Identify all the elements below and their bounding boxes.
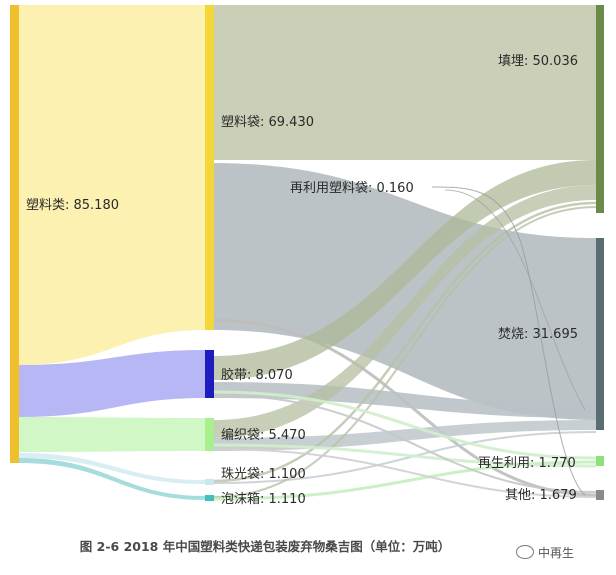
node-label-plastics: 塑料类: 85.180 bbox=[26, 198, 119, 213]
node-bar-tape bbox=[205, 350, 214, 398]
node-bar-incinerate bbox=[596, 238, 604, 430]
node-bar-woven bbox=[205, 418, 214, 451]
node-label-landfill: 填埋: 50.036 bbox=[498, 54, 578, 69]
node-bar-landfill bbox=[596, 5, 604, 213]
watermark: 中再生 bbox=[516, 544, 574, 561]
flow-plastics-to-tape bbox=[19, 350, 205, 417]
flow-foam-to-landfill bbox=[213, 206, 597, 498]
flow-woven-to-landfill bbox=[214, 185, 596, 438]
node-label-pearl: 珠光袋: 1.100 bbox=[221, 467, 306, 482]
flow-plastics-to-bags bbox=[19, 5, 205, 365]
node-bar-bags bbox=[205, 5, 214, 330]
flow-tape-to-other bbox=[213, 394, 597, 493]
flow-pearl-to-incinerate bbox=[213, 431, 597, 484]
node-bar-foam bbox=[205, 495, 214, 501]
flow-plastics-to-woven bbox=[19, 417, 205, 452]
node-label-tape: 胶带: 8.070 bbox=[221, 367, 293, 383]
flow-woven-to-other bbox=[213, 448, 597, 498]
flow-reused-bags bbox=[431, 186, 586, 496]
flow-tape-to-landfill bbox=[214, 160, 596, 380]
flow-reused-bags-2 bbox=[444, 189, 586, 411]
node-label-recycle: 再生利用: 1.770 bbox=[478, 456, 576, 471]
node-label-foam: 泡沫箱: 1.110 bbox=[221, 491, 306, 507]
flow-tape-to-incinerate bbox=[214, 382, 596, 418]
flow-plastics-to-foam bbox=[19, 458, 205, 500]
watermark-text: 中再生 bbox=[538, 546, 575, 560]
node-bar-other bbox=[596, 490, 604, 500]
chat-bubble-icon bbox=[516, 545, 534, 559]
flow-tape-to-recycle bbox=[213, 390, 597, 460]
node-label-bags: 塑料袋: 69.430 bbox=[221, 115, 314, 130]
node-bar-plastics bbox=[10, 5, 19, 463]
flow-pearl-to-landfill bbox=[213, 201, 597, 483]
node-label-woven: 编织袋: 5.470 bbox=[221, 428, 306, 443]
figure-caption: 图 2-6 2018 年中国塑料类快递包装废弃物桑吉图（单位：万吨） bbox=[79, 539, 451, 554]
node-label-incinerate: 焚烧: 31.695 bbox=[498, 327, 578, 342]
node-label-other: 其他: 1.679 bbox=[505, 488, 577, 503]
node-bar-recycle bbox=[596, 456, 604, 466]
annotation-reused-bags: 再利用塑料袋: 0.160 bbox=[290, 181, 414, 196]
node-bar-pearl bbox=[205, 479, 214, 485]
flow-bags-to-landfill bbox=[212, 5, 596, 160]
flow-bags-to-incinerate bbox=[212, 163, 596, 420]
flow-woven-to-incinerate bbox=[214, 420, 596, 451]
flow-plastics-to-pearl bbox=[19, 453, 205, 484]
flow-woven-to-recycle bbox=[213, 443, 597, 468]
